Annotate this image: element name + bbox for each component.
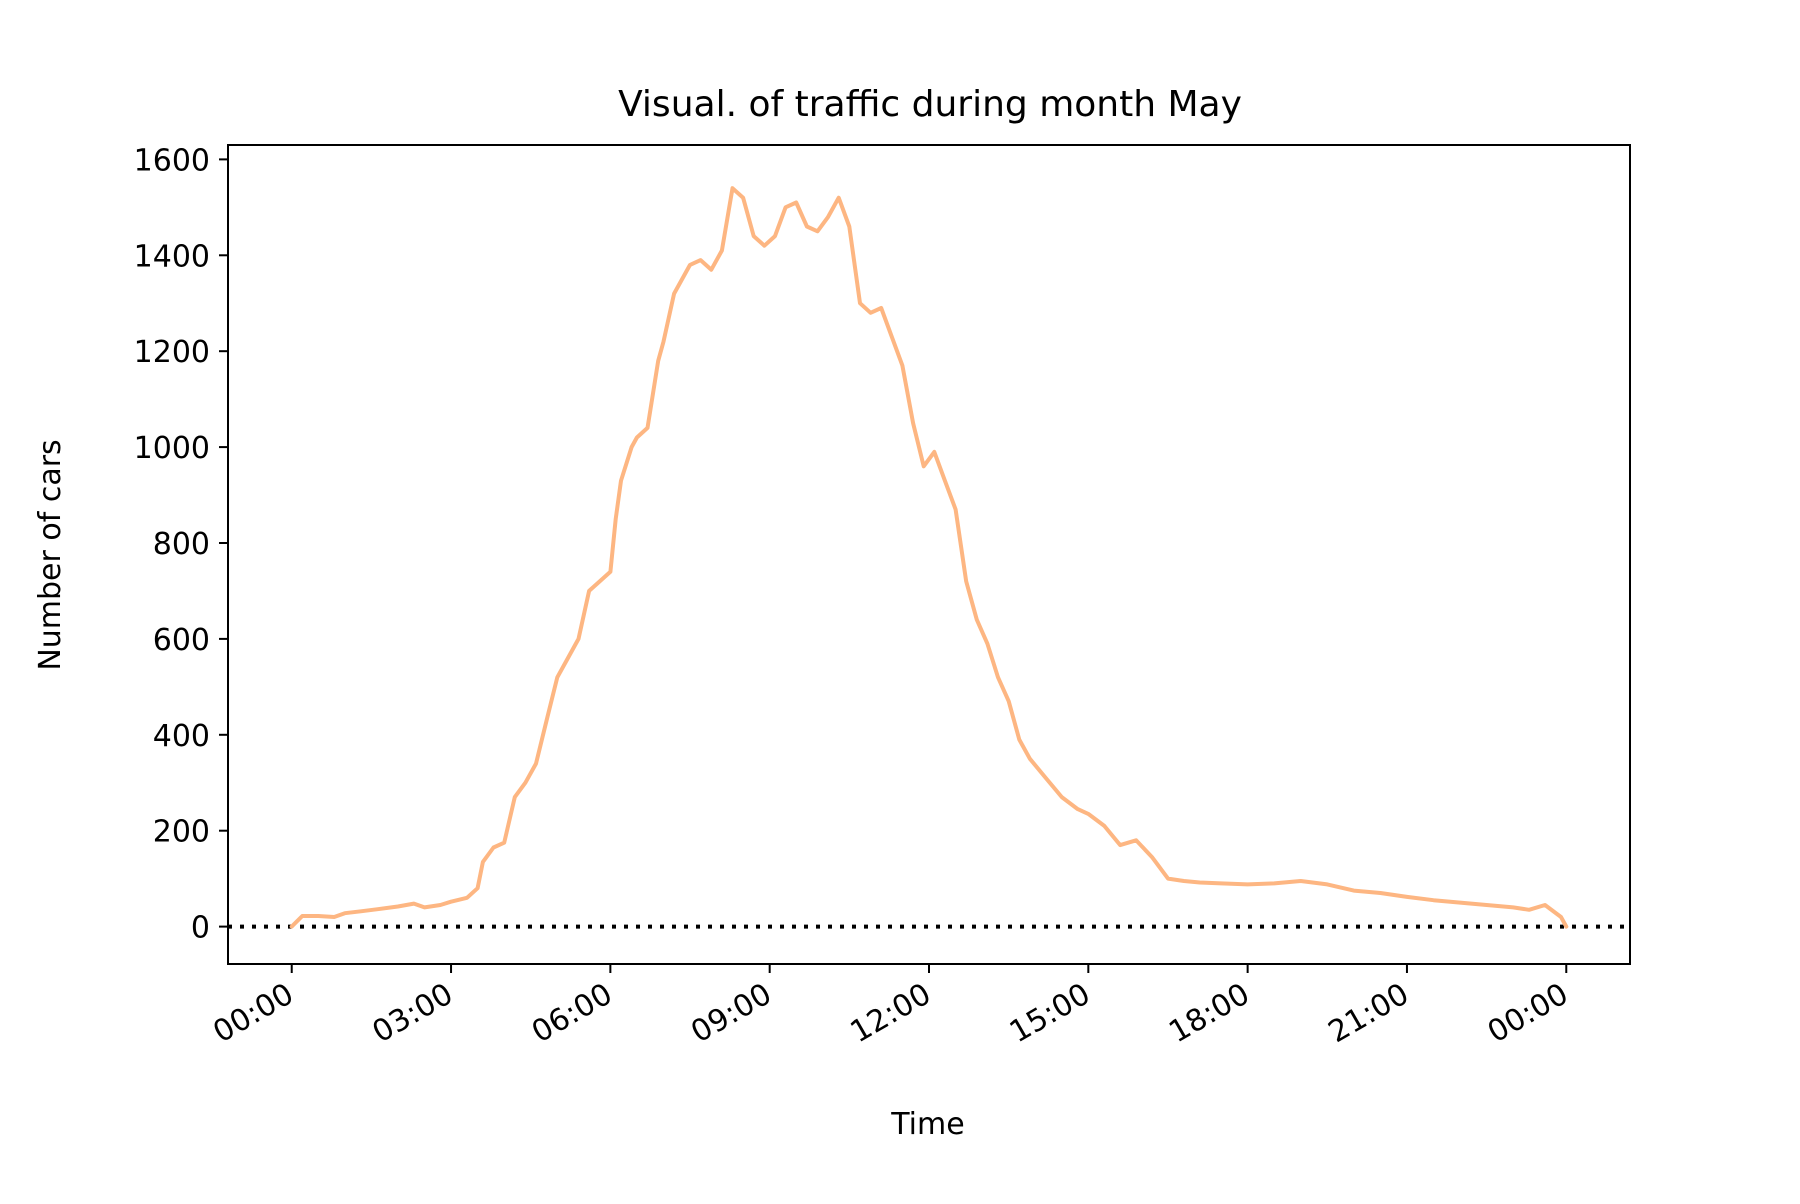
x-axis-ticks: 00:00 03:00 06:00 09:00 12:00 15:00 18:00 21:00… (207, 964, 1574, 1050)
chart-title: Visual. of traffic during month May (618, 84, 1242, 125)
x-axis-label: Time (890, 1107, 964, 1142)
x-tick-label: 15:00 (1004, 977, 1096, 1051)
y-tick-label: 800 (153, 527, 210, 562)
y-tick-label: 1200 (134, 335, 210, 370)
series-line-0 (289, 186, 1569, 929)
y-tick-label: 400 (153, 719, 210, 754)
y-tick-label: 600 (153, 623, 210, 658)
x-tick-label: 09:00 (685, 977, 777, 1051)
y-tick-label: 200 (153, 815, 210, 850)
y-tick-label: 1600 (134, 143, 210, 178)
x-tick-label: 00:00 (207, 977, 299, 1051)
x-tick-label: 00:00 (1482, 977, 1574, 1051)
x-tick-label: 06:00 (526, 977, 618, 1051)
y-axis-label: Number of cars (33, 439, 68, 670)
x-tick-label: 12:00 (845, 977, 937, 1051)
y-tick-label: 0 (191, 911, 210, 946)
plot-frame (227, 144, 1631, 965)
y-axis-ticks: 0 200 400 600 800 1000 1200 1400 1600 (134, 143, 228, 946)
y-tick-label: 1000 (134, 431, 210, 466)
x-tick-label: 03:00 (367, 977, 459, 1051)
y-tick-label: 1400 (134, 239, 210, 274)
x-tick-label: 18:00 (1163, 977, 1255, 1051)
x-tick-label: 21:00 (1323, 977, 1415, 1051)
series-layer (289, 186, 1569, 929)
